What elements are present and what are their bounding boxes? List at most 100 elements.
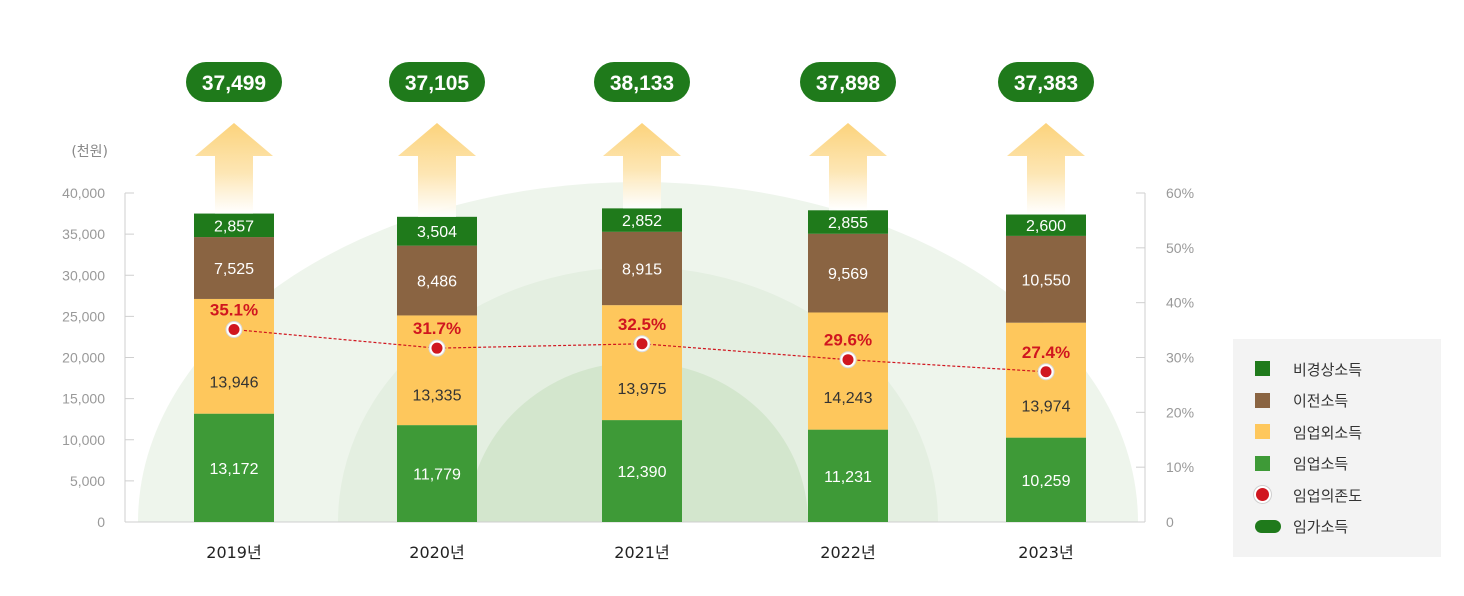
legend-swatch-pill bbox=[1255, 519, 1281, 533]
bar-segment-non-forestry bbox=[397, 315, 477, 426]
legend-label: 비경상소득 bbox=[1293, 360, 1363, 379]
bar-segment-transfer bbox=[397, 245, 477, 316]
y-tick-label: 30,000 bbox=[62, 267, 105, 283]
dependency-value-label: 31.7% bbox=[413, 319, 461, 338]
bar-value-label: 2,855 bbox=[828, 215, 868, 232]
x-tick-label: 2021년 bbox=[614, 543, 669, 562]
legend-label: 임가소득 bbox=[1293, 518, 1349, 536]
y-tick-label: 5,000 bbox=[70, 473, 105, 489]
total-value-label: 37,499 bbox=[202, 72, 266, 95]
legend-item: 임업외소득 bbox=[1233, 422, 1441, 442]
y2-tick-label: 20% bbox=[1166, 404, 1194, 420]
total-pill bbox=[594, 62, 690, 102]
legend-item: 임업소득 bbox=[1233, 454, 1441, 474]
bar-segment-forestry bbox=[194, 413, 274, 522]
y2-tick-label: 60% bbox=[1166, 185, 1194, 201]
bar-segment-non-forestry bbox=[602, 305, 682, 421]
total-value-label: 37,383 bbox=[1014, 72, 1078, 95]
legend-swatch-square bbox=[1255, 361, 1270, 376]
total-value-label: 37,898 bbox=[816, 72, 881, 95]
total-value-label: 37,105 bbox=[405, 72, 470, 95]
y2-tick-label: 40% bbox=[1166, 295, 1194, 311]
bar-value-label: 8,915 bbox=[622, 261, 662, 278]
y-tick-label: 35,000 bbox=[62, 226, 105, 242]
bar-value-label: 2,857 bbox=[214, 218, 254, 235]
total-pill bbox=[389, 62, 485, 102]
total-arrow bbox=[603, 123, 681, 209]
bar-segment-forestry bbox=[397, 425, 477, 522]
legend-swatch-square bbox=[1255, 455, 1270, 471]
legend-swatch-square bbox=[1255, 392, 1270, 408]
bar-segment-forestry bbox=[808, 429, 888, 522]
bar-value-label: 2,600 bbox=[1026, 218, 1066, 235]
y-tick-label: 15,000 bbox=[62, 391, 105, 407]
bar-segment-transfer bbox=[602, 231, 682, 306]
legend-label: 임업외소득 bbox=[1293, 423, 1363, 442]
bar-segment-transfer bbox=[808, 233, 888, 313]
y-axis-unit-label: (천원) bbox=[71, 144, 108, 160]
y-tick-label: 10,000 bbox=[62, 432, 105, 448]
total-arrow bbox=[195, 123, 273, 214]
y2-tick-label: 50% bbox=[1166, 240, 1194, 256]
legend-label: 이전소득 bbox=[1293, 392, 1349, 410]
y-tick-label: 20,000 bbox=[62, 350, 105, 366]
bar-segment-forestry bbox=[1006, 437, 1086, 522]
bar-segment-irregular bbox=[397, 216, 477, 246]
bar-segment-irregular bbox=[808, 210, 888, 234]
bar-segment-transfer bbox=[1006, 235, 1086, 323]
bar-segment-irregular bbox=[602, 208, 682, 232]
bar-value-label: 8,486 bbox=[417, 274, 457, 291]
total-arrow bbox=[398, 123, 476, 217]
dependency-point bbox=[636, 338, 648, 350]
bar-value-label: 7,525 bbox=[214, 261, 254, 278]
bar-value-label: 12,390 bbox=[618, 464, 667, 481]
legend-swatch-dot bbox=[1254, 486, 1271, 503]
dependency-point bbox=[1040, 366, 1052, 378]
bar-segment-transfer bbox=[194, 237, 274, 299]
x-tick-label: 2019년 bbox=[206, 543, 261, 562]
bar-value-label: 10,550 bbox=[1022, 272, 1071, 289]
legend-swatch-square bbox=[1255, 424, 1270, 439]
bar-value-label: 9,569 bbox=[828, 266, 868, 283]
dependency-value-label: 27.4% bbox=[1022, 343, 1070, 362]
bar-segment-forestry bbox=[602, 420, 682, 522]
y-tick-label: 25,000 bbox=[62, 308, 105, 324]
bar-segment-non-forestry bbox=[194, 298, 274, 414]
total-pill bbox=[186, 62, 282, 102]
bar-value-label: 3,504 bbox=[417, 224, 457, 241]
bar-value-label: 14,243 bbox=[824, 390, 873, 407]
dependency-point bbox=[228, 324, 240, 336]
legend-label: 임업의존도 bbox=[1293, 486, 1363, 505]
y2-tick-label: 30% bbox=[1166, 350, 1194, 366]
dependency-point bbox=[842, 354, 854, 366]
x-tick-label: 2023년 bbox=[1018, 543, 1073, 562]
legend-label: 임업소득 bbox=[1293, 455, 1349, 473]
y-tick-label: 40,000 bbox=[62, 185, 105, 201]
bar-value-label: 13,974 bbox=[1022, 398, 1071, 415]
bar-value-label: 11,779 bbox=[413, 467, 461, 484]
total-value-label: 38,133 bbox=[610, 72, 674, 95]
dependency-point bbox=[431, 342, 443, 354]
dependency-value-label: 32.5% bbox=[618, 315, 666, 334]
dependency-line bbox=[233, 328, 1047, 373]
total-pill bbox=[800, 62, 896, 102]
bar-value-label: 2,852 bbox=[622, 213, 662, 230]
bar-value-label: 13,946 bbox=[210, 375, 259, 392]
total-arrow bbox=[1007, 123, 1085, 215]
total-pill bbox=[998, 62, 1094, 102]
dependency-value-label: 29.6% bbox=[824, 331, 872, 350]
bar-segment-non-forestry bbox=[808, 312, 888, 430]
dependency-value-label: 35.1% bbox=[210, 301, 258, 320]
legend-item: 비경상소득 bbox=[1233, 359, 1441, 379]
legend-item: 임가소득 bbox=[1233, 517, 1441, 537]
total-arrow bbox=[809, 123, 887, 211]
bar-segment-irregular bbox=[1006, 214, 1086, 236]
bar-value-label: 10,259 bbox=[1022, 473, 1071, 490]
y2-tick-label: 0 bbox=[1166, 514, 1174, 530]
x-tick-label: 2022년 bbox=[820, 543, 875, 562]
bar-value-label: 13,172 bbox=[210, 461, 259, 478]
bar-value-label: 11,231 bbox=[824, 469, 872, 486]
